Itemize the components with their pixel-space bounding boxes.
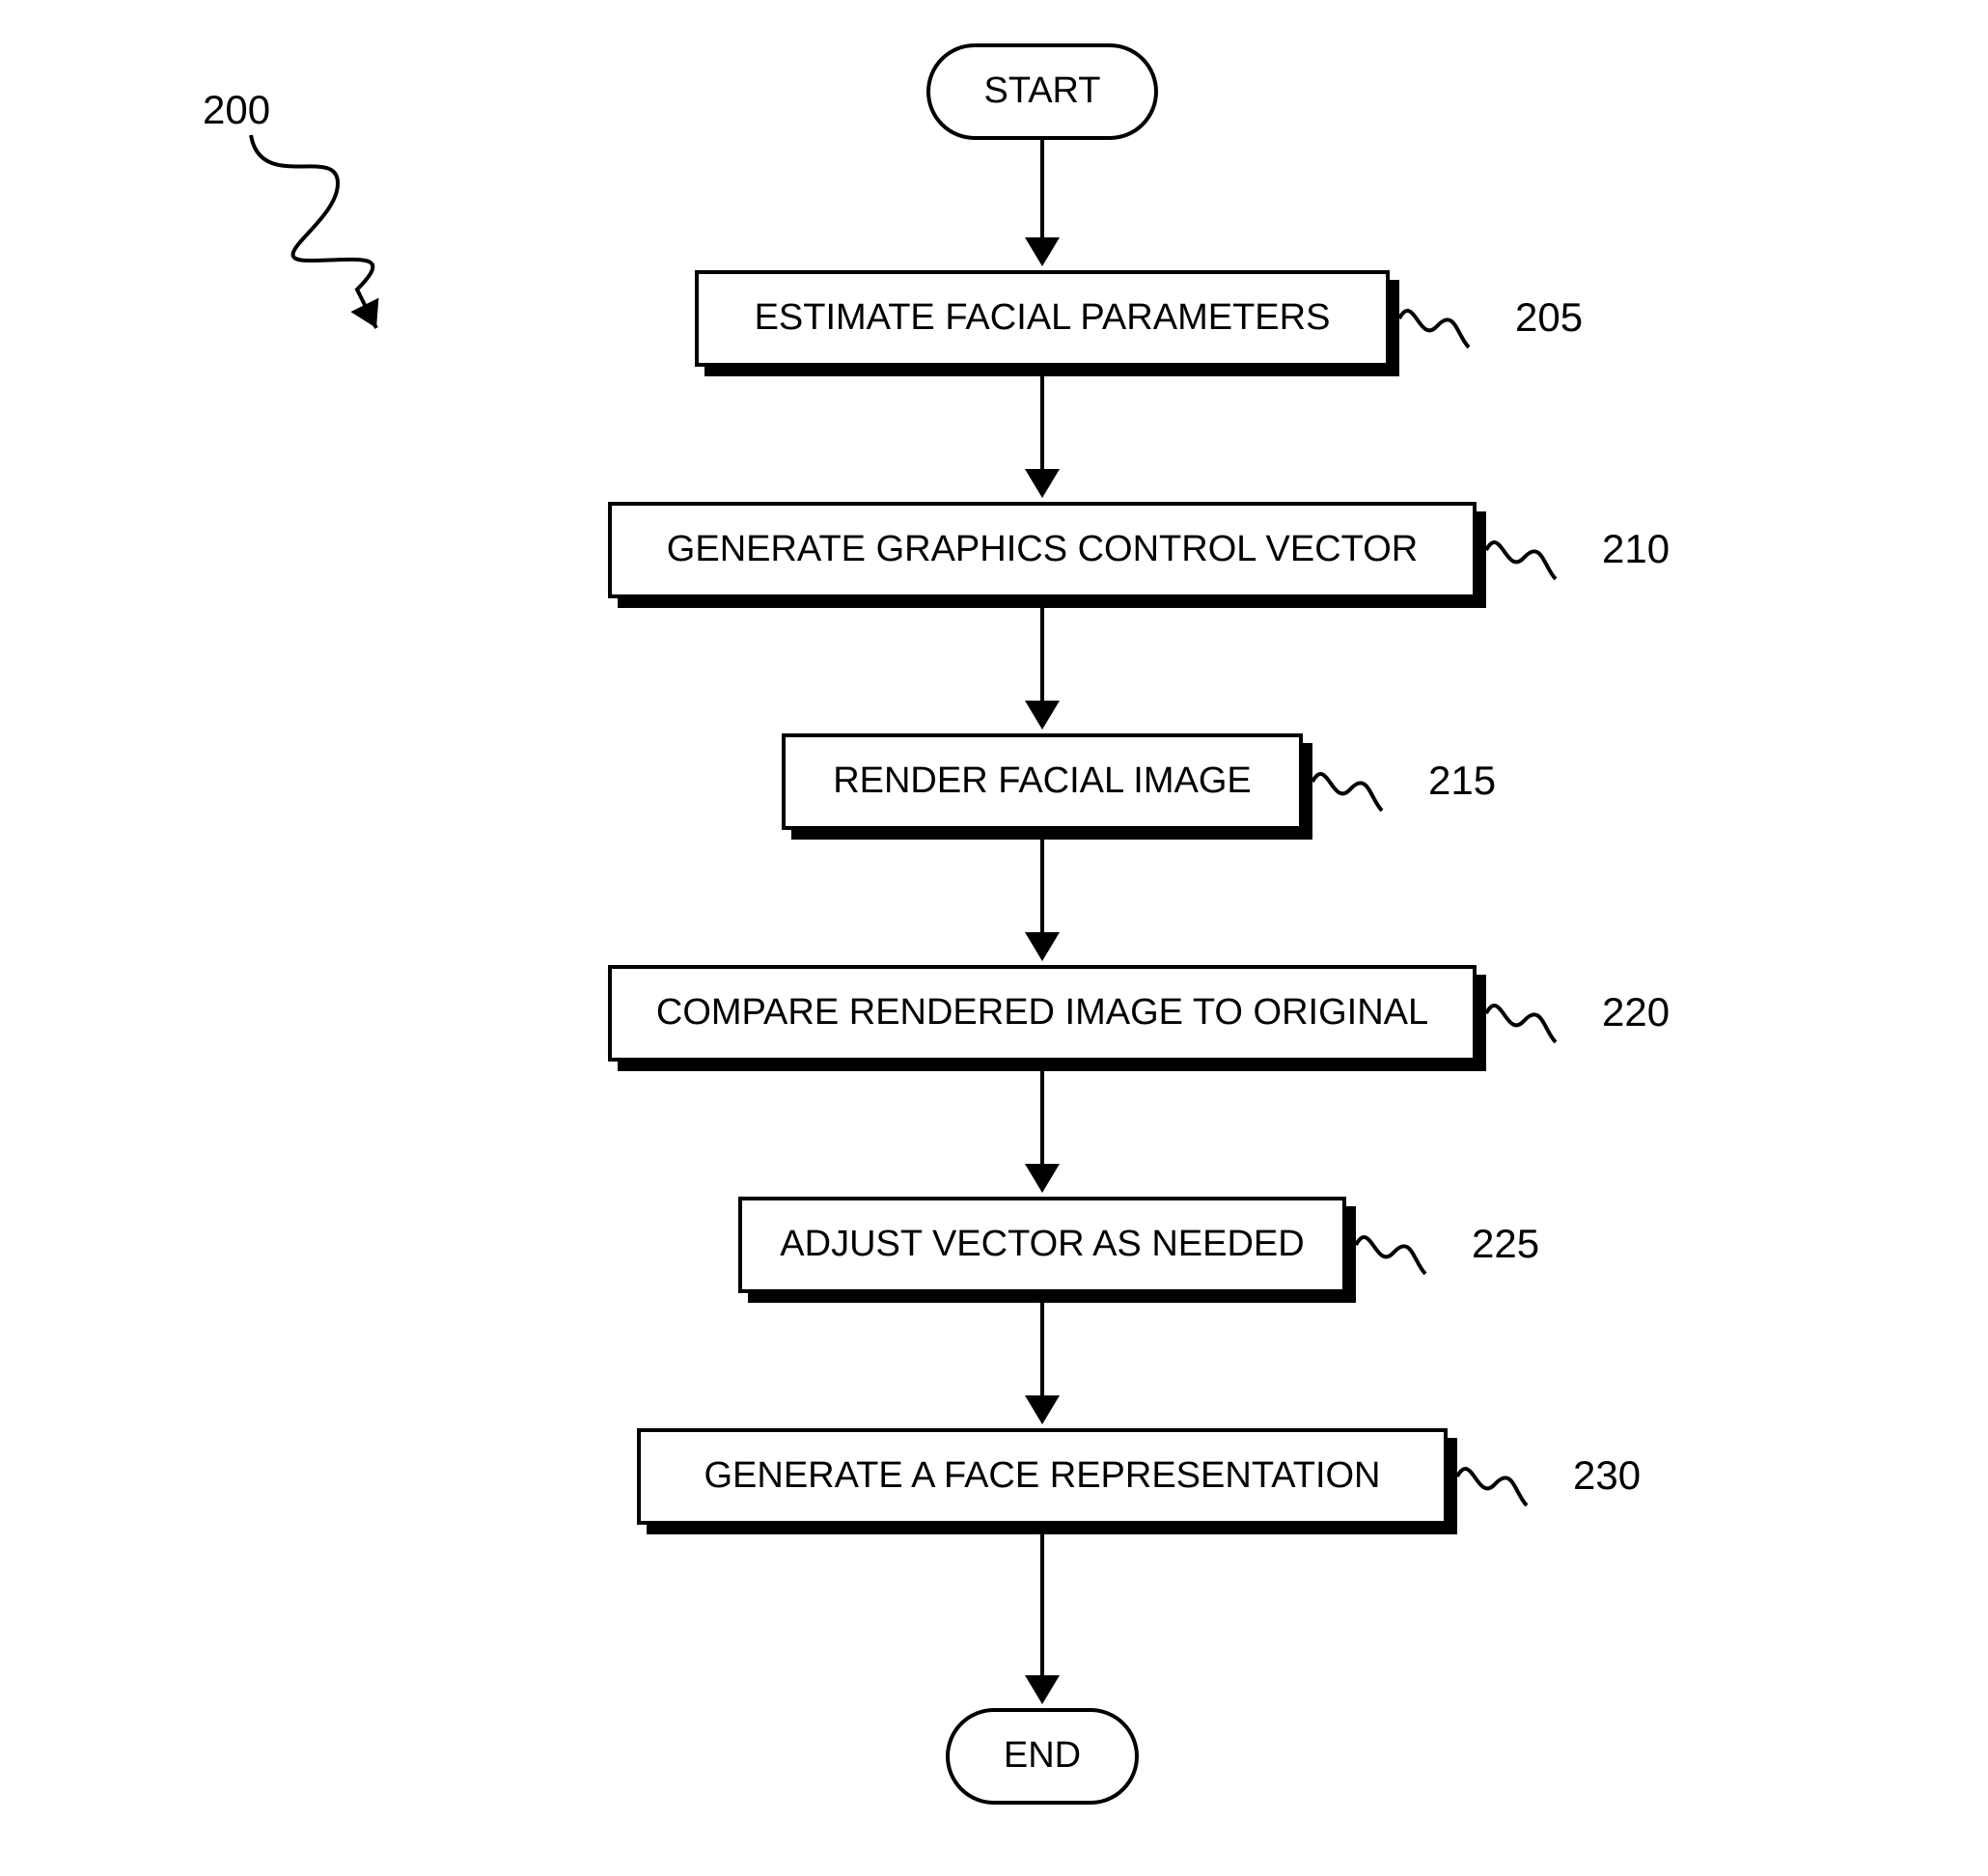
process-215: RENDER FACIAL IMAGE xyxy=(782,733,1312,840)
process-210: GENERATE GRAPHICS CONTROL VECTOR xyxy=(608,502,1486,608)
process-230: GENERATE A FACE REPRESENTATION xyxy=(637,1428,1457,1534)
process-box: ADJUST VECTOR AS NEEDED xyxy=(738,1197,1346,1293)
process-205: ESTIMATE FACIAL PARAMETERS xyxy=(695,270,1399,376)
terminal-start: START xyxy=(926,43,1158,140)
process-220: COMPARE RENDERED IMAGE TO ORIGINAL xyxy=(608,965,1486,1071)
ref-label-230: 230 xyxy=(1573,1452,1641,1499)
figure-ref-label: 200 xyxy=(203,87,270,133)
flowchart-stage: START END ESTIMATE FACIAL PARAMETERS 205 GEN… xyxy=(0,0,1988,1876)
process-box: ESTIMATE FACIAL PARAMETERS xyxy=(695,270,1390,367)
process-box: GENERATE GRAPHICS CONTROL VECTOR xyxy=(608,502,1477,598)
ref-label-215: 215 xyxy=(1428,758,1496,804)
process-225: ADJUST VECTOR AS NEEDED xyxy=(738,1197,1356,1303)
process-box: RENDER FACIAL IMAGE xyxy=(782,733,1303,830)
process-box: COMPARE RENDERED IMAGE TO ORIGINAL xyxy=(608,965,1477,1062)
process-box: GENERATE A FACE REPRESENTATION xyxy=(637,1428,1448,1525)
ref-label-210: 210 xyxy=(1602,526,1670,572)
ref-label-225: 225 xyxy=(1472,1221,1539,1267)
terminal-end: END xyxy=(946,1708,1139,1805)
ref-label-205: 205 xyxy=(1515,294,1583,341)
ref-label-220: 220 xyxy=(1602,989,1670,1035)
